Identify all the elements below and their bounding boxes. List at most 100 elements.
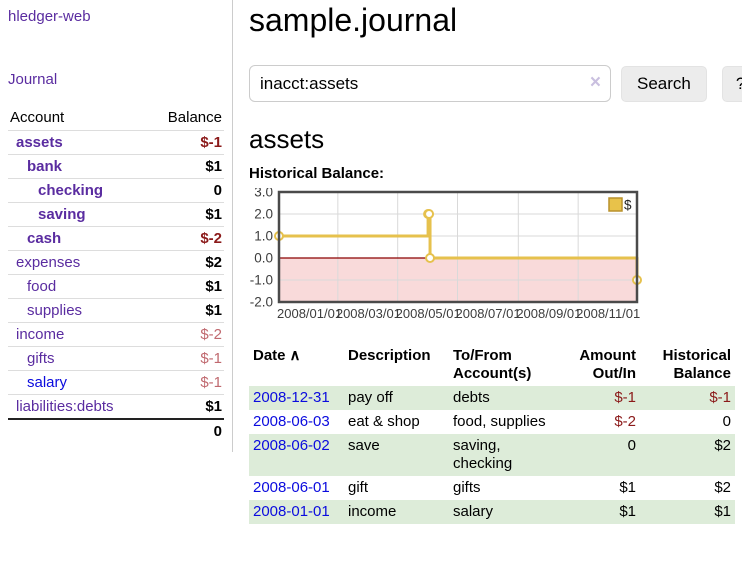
sort-ascending-icon: ∧ bbox=[289, 347, 301, 364]
account-balance: $-2 bbox=[148, 322, 224, 347]
transaction-date-link[interactable]: 2008-06-02 bbox=[253, 437, 330, 454]
account-row: assets $-1 bbox=[8, 131, 224, 155]
account-link[interactable]: food bbox=[27, 278, 57, 295]
transaction-date-link[interactable]: 2008-01-01 bbox=[253, 503, 330, 520]
account-balance: $1 bbox=[148, 154, 224, 179]
transaction-description: save bbox=[348, 437, 380, 454]
svg-text:2008/05/01: 2008/05/01 bbox=[396, 306, 461, 321]
svg-text:1.0: 1.0 bbox=[254, 229, 273, 244]
svg-text:2008/09/01: 2008/09/01 bbox=[516, 306, 581, 321]
transaction-row: 2008-01-01 income salary $1 $1 bbox=[249, 500, 735, 524]
historical-balance-chart-svg: 3.0 2.0 1.0 0.0 -1.0 -2.0 2008/01/012008/03/01… bbox=[250, 185, 642, 321]
svg-text:-2.0: -2.0 bbox=[250, 295, 273, 310]
accounts-total-value: 0 bbox=[148, 418, 224, 443]
account-row: liabilities:debts $1 bbox=[8, 394, 224, 419]
search-input-wrap: × bbox=[249, 65, 611, 102]
transaction-accounts: food, supplies bbox=[453, 413, 546, 430]
transactions-table: Date ∧ Description To/From Account(s) Amo… bbox=[249, 344, 735, 524]
account-cell: cash bbox=[8, 226, 149, 251]
account-link[interactable]: expenses bbox=[16, 254, 81, 271]
account-row: supplies $1 bbox=[8, 298, 224, 323]
svg-text:0.0: 0.0 bbox=[254, 251, 273, 266]
account-link[interactable]: salary bbox=[27, 374, 68, 391]
account-cell: liabilities:debts bbox=[8, 394, 149, 419]
transaction-description: income bbox=[348, 503, 397, 520]
transaction-description: eat & shop bbox=[348, 413, 420, 430]
transaction-row: 2008-06-02 save saving, checking 0 $2 bbox=[249, 434, 735, 476]
svg-text:2008/07/01: 2008/07/01 bbox=[456, 306, 521, 321]
account-row: cash $-2 bbox=[8, 226, 224, 251]
accounts-table: Account Balance assets $-1 bank $1 check… bbox=[8, 106, 224, 443]
transaction-date-cell: 2008-12-31 bbox=[249, 386, 344, 410]
transaction-description: gift bbox=[348, 479, 369, 496]
account-link[interactable]: bank bbox=[27, 158, 63, 175]
account-link[interactable]: cash bbox=[27, 230, 62, 247]
transactions-header-accounts: To/From Account(s) bbox=[453, 347, 532, 382]
accounts-header-balance: Balance bbox=[148, 106, 224, 131]
svg-text:2008/11/01: 2008/11/01 bbox=[576, 306, 640, 321]
transaction-row: 2008-06-03 eat & shop food, supplies $-2… bbox=[249, 410, 735, 434]
sidebar: hledger-web Journal Account Balance asse… bbox=[0, 0, 233, 452]
accounts-table-body: assets $-1 bank $1 checking 0 saving $1 … bbox=[8, 131, 224, 419]
account-link[interactable]: saving bbox=[38, 206, 86, 223]
account-balance: $1 bbox=[148, 394, 224, 419]
app-layout: hledger-web Journal Account Balance asse… bbox=[0, 0, 742, 524]
transaction-balance: $2 bbox=[714, 479, 731, 496]
account-balance: $2 bbox=[148, 250, 224, 275]
search-button[interactable]: Search bbox=[621, 65, 707, 102]
transactions-header-date[interactable]: Date ∧ bbox=[249, 344, 344, 386]
transaction-amount: $1 bbox=[619, 479, 636, 496]
account-balance: $-1 bbox=[148, 346, 224, 371]
legend-label: $ bbox=[624, 198, 632, 213]
account-link[interactable]: income bbox=[16, 326, 65, 343]
accounts-header-row: Account Balance bbox=[8, 106, 224, 131]
account-row: expenses $2 bbox=[8, 250, 224, 275]
svg-text:3.0: 3.0 bbox=[254, 188, 273, 200]
transaction-amount: $1 bbox=[619, 503, 636, 520]
transaction-date-link[interactable]: 2008-06-01 bbox=[253, 479, 330, 496]
search-form: × Search ? bbox=[249, 65, 742, 102]
transaction-balance: 0 bbox=[722, 413, 731, 430]
transaction-description: pay off bbox=[348, 389, 393, 406]
account-link[interactable]: gifts bbox=[27, 350, 55, 367]
account-link[interactable]: checking bbox=[38, 182, 104, 199]
transaction-date-cell: 2008-06-02 bbox=[249, 434, 344, 476]
account-cell: checking bbox=[8, 178, 149, 203]
account-row: gifts $-1 bbox=[8, 346, 224, 371]
transaction-date-cell: 2008-06-01 bbox=[249, 476, 344, 500]
sidebar-item-journal[interactable]: Journal bbox=[8, 71, 58, 88]
main-content: sample.journal × Search ? assets Histori… bbox=[233, 0, 742, 524]
account-cell: expenses bbox=[8, 250, 149, 275]
help-button[interactable]: ? bbox=[721, 65, 742, 102]
account-link[interactable]: assets bbox=[16, 134, 63, 151]
historical-balance-chart: 3.0 2.0 1.0 0.0 -1.0 -2.0 2008/01/01 2008/03/01… bbox=[249, 185, 742, 328]
plot-border bbox=[277, 190, 639, 304]
account-heading: assets bbox=[249, 124, 325, 154]
page-title: sample.journal bbox=[249, 2, 458, 38]
account-row: saving $1 bbox=[8, 202, 224, 227]
transaction-date-link[interactable]: 2008-06-03 bbox=[253, 413, 330, 430]
search-input[interactable] bbox=[249, 65, 611, 102]
clear-search-icon[interactable]: × bbox=[589, 72, 601, 93]
svg-text:-1.0: -1.0 bbox=[250, 273, 273, 288]
account-cell: supplies bbox=[8, 298, 149, 323]
account-balance: $1 bbox=[148, 202, 224, 227]
transaction-date-link[interactable]: 2008-12-31 bbox=[253, 389, 330, 406]
transaction-balance: $2 bbox=[714, 437, 731, 454]
transaction-amount: $-1 bbox=[614, 389, 636, 406]
svg-text:2008/03/01: 2008/03/01 bbox=[336, 306, 401, 321]
account-row: salary $-1 bbox=[8, 370, 224, 395]
account-row: checking 0 bbox=[8, 178, 224, 203]
app-brand-link[interactable]: hledger-web bbox=[8, 8, 91, 25]
transactions-table-body: 2008-12-31 pay off debts $-1 $-1 2008-06… bbox=[249, 386, 735, 524]
transactions-header-amount: Amount Out/In bbox=[579, 347, 636, 382]
transaction-accounts: saving, checking bbox=[453, 437, 513, 472]
account-cell: food bbox=[8, 274, 149, 299]
account-link[interactable]: liabilities:debts bbox=[16, 398, 114, 415]
account-cell: bank bbox=[8, 154, 149, 179]
account-balance: $-1 bbox=[148, 370, 224, 395]
account-link[interactable]: supplies bbox=[27, 302, 83, 319]
account-balance: $1 bbox=[148, 274, 224, 299]
account-cell: saving bbox=[8, 202, 149, 227]
transaction-balance: $1 bbox=[714, 503, 731, 520]
